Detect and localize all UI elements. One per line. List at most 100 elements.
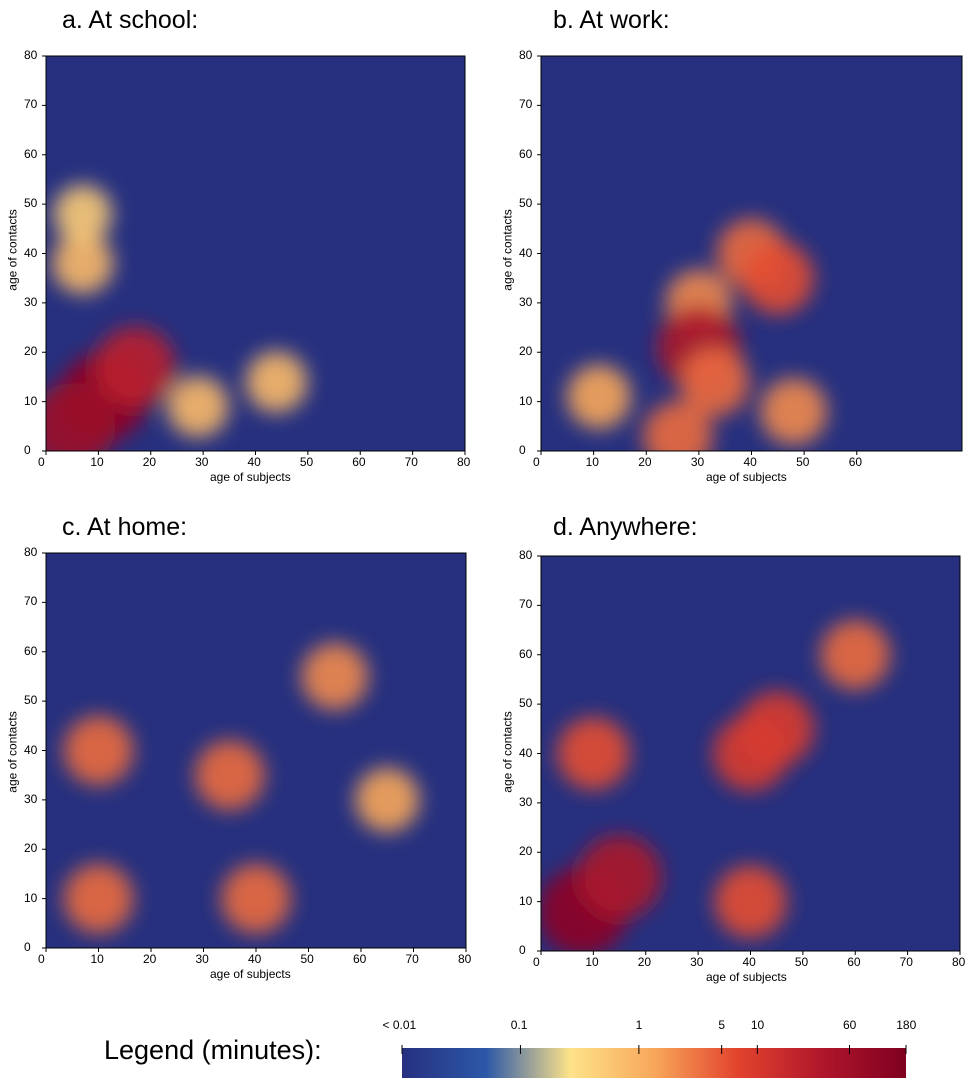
x-tick-label: 20 bbox=[637, 955, 652, 969]
legend-gradient-bar bbox=[402, 1048, 906, 1078]
heatmap-hotspot bbox=[63, 863, 134, 934]
y-tick-label: 20 bbox=[519, 844, 533, 859]
heatmap-hotspot bbox=[760, 378, 827, 445]
legend-tick-label: 0.1 bbox=[510, 1018, 528, 1032]
x-tick-label: 10 bbox=[90, 455, 104, 469]
y-tick-label: 20 bbox=[24, 344, 38, 359]
x-tick-label: 20 bbox=[142, 455, 157, 469]
heatmap-hotspot bbox=[739, 691, 815, 767]
y-tick-label: 70 bbox=[24, 594, 38, 609]
x-tick-label: 10 bbox=[585, 955, 599, 969]
y-tick-label: 40 bbox=[519, 745, 533, 760]
y-tick-label: 70 bbox=[519, 97, 533, 112]
x-tick-label: 40 bbox=[248, 952, 262, 966]
heatmap-hotspot bbox=[221, 863, 291, 934]
y-tick-label: 20 bbox=[519, 344, 533, 359]
y-tick-label: 10 bbox=[24, 393, 38, 408]
heatmap-hotspot bbox=[46, 383, 116, 451]
heatmap-hotspot bbox=[577, 835, 662, 919]
legend-tick-label: 180 bbox=[896, 1018, 917, 1032]
x-tick-label: 50 bbox=[299, 455, 314, 469]
x-tick-label: 40 bbox=[743, 455, 757, 469]
x-tick-label: 30 bbox=[195, 952, 209, 966]
y-tick-label: 50 bbox=[519, 196, 533, 211]
x-tick-label: 70 bbox=[404, 455, 418, 469]
y-tick-label: 20 bbox=[24, 841, 38, 856]
legend-tick-label: 60 bbox=[842, 1018, 857, 1032]
y-tick-label: 60 bbox=[24, 643, 38, 658]
x-tick-label: 80 bbox=[952, 955, 966, 969]
heatmap-hotspot bbox=[557, 717, 630, 790]
heatmap-hotspot bbox=[194, 740, 265, 810]
heatmap-hotspot bbox=[167, 375, 229, 438]
x-tick-label: 0 bbox=[38, 952, 45, 966]
heatmap-hotspot bbox=[301, 643, 369, 710]
x-tick-label: 20 bbox=[143, 952, 157, 966]
x-tick-label: 80 bbox=[457, 455, 471, 469]
y-tick-label: 10 bbox=[519, 393, 533, 408]
y-tick-label: 0 bbox=[24, 443, 31, 457]
y-tick-label: 70 bbox=[24, 97, 38, 112]
heatmap-hotspot bbox=[741, 241, 815, 315]
panel-c-title: c. At home: bbox=[62, 513, 188, 541]
heatmap-hotspot bbox=[714, 865, 787, 938]
x-tick-label: 0 bbox=[533, 455, 540, 469]
x-tick-label: 30 bbox=[690, 455, 705, 469]
x-tick-label: 50 bbox=[794, 955, 809, 969]
panel-a-title: a. At school: bbox=[62, 6, 199, 34]
y-tick-label: 40 bbox=[519, 245, 533, 260]
legend-tick-label: < 0.01 bbox=[382, 1018, 417, 1032]
y-tick-label: 30 bbox=[519, 794, 533, 809]
x-tick-label: 30 bbox=[195, 455, 209, 469]
x-tick-label: 10 bbox=[585, 455, 599, 469]
legend-tick-label: 1 bbox=[635, 1018, 643, 1032]
x-tick-label: 80 bbox=[458, 952, 472, 966]
x-tick-label: 60 bbox=[353, 952, 367, 966]
x-tick-label: 60 bbox=[352, 455, 366, 469]
x-tick-label: 70 bbox=[899, 955, 913, 969]
x-tick-label: 0 bbox=[38, 455, 45, 469]
legend-tick-label: 5 bbox=[718, 1018, 726, 1032]
panel-b-xlabel: age of subjects bbox=[706, 470, 787, 484]
y-tick-label: 60 bbox=[24, 146, 38, 161]
y-tick-label: 30 bbox=[519, 294, 533, 309]
heatmap-hotspot bbox=[52, 232, 114, 294]
panel-d-xlabel: age of subjects bbox=[706, 970, 787, 984]
y-tick-label: 0 bbox=[24, 940, 31, 954]
y-tick-label: 80 bbox=[24, 48, 38, 62]
y-tick-label: 10 bbox=[519, 893, 533, 908]
heatmap-hotspot bbox=[94, 326, 176, 408]
x-tick-label: 60 bbox=[848, 455, 863, 469]
heatmap-hotspot bbox=[245, 351, 308, 413]
x-tick-label: 40 bbox=[742, 955, 756, 969]
heatmap-hotspot bbox=[53, 184, 112, 244]
heatmap-hotspot bbox=[63, 715, 134, 786]
y-tick-label: 60 bbox=[519, 146, 533, 161]
x-tick-label: 20 bbox=[638, 455, 652, 469]
y-tick-label: 10 bbox=[24, 890, 38, 905]
y-tick-label: 70 bbox=[519, 597, 533, 612]
y-tick-label: 40 bbox=[24, 245, 38, 260]
x-tick-label: 30 bbox=[690, 955, 704, 969]
y-tick-label: 50 bbox=[519, 696, 533, 711]
x-tick-label: 40 bbox=[247, 455, 261, 469]
y-tick-label: 80 bbox=[519, 548, 533, 562]
y-tick-label: 40 bbox=[24, 742, 38, 757]
x-tick-label: 70 bbox=[405, 952, 419, 966]
heatmap-hotspot bbox=[820, 619, 891, 690]
y-tick-label: 0 bbox=[519, 943, 526, 957]
y-tick-label: 80 bbox=[519, 48, 533, 62]
legend-title: Legend (minutes): bbox=[104, 1035, 322, 1065]
panel-d-title: d. Anywhere: bbox=[553, 513, 698, 541]
heatmap-hotspot bbox=[679, 347, 750, 417]
legend-tick-label: 10 bbox=[750, 1018, 765, 1032]
x-tick-label: 50 bbox=[796, 455, 810, 469]
y-tick-label: 50 bbox=[24, 196, 38, 211]
heatmap-hotspot bbox=[643, 401, 713, 451]
panel-b-title: b. At work: bbox=[553, 6, 670, 34]
